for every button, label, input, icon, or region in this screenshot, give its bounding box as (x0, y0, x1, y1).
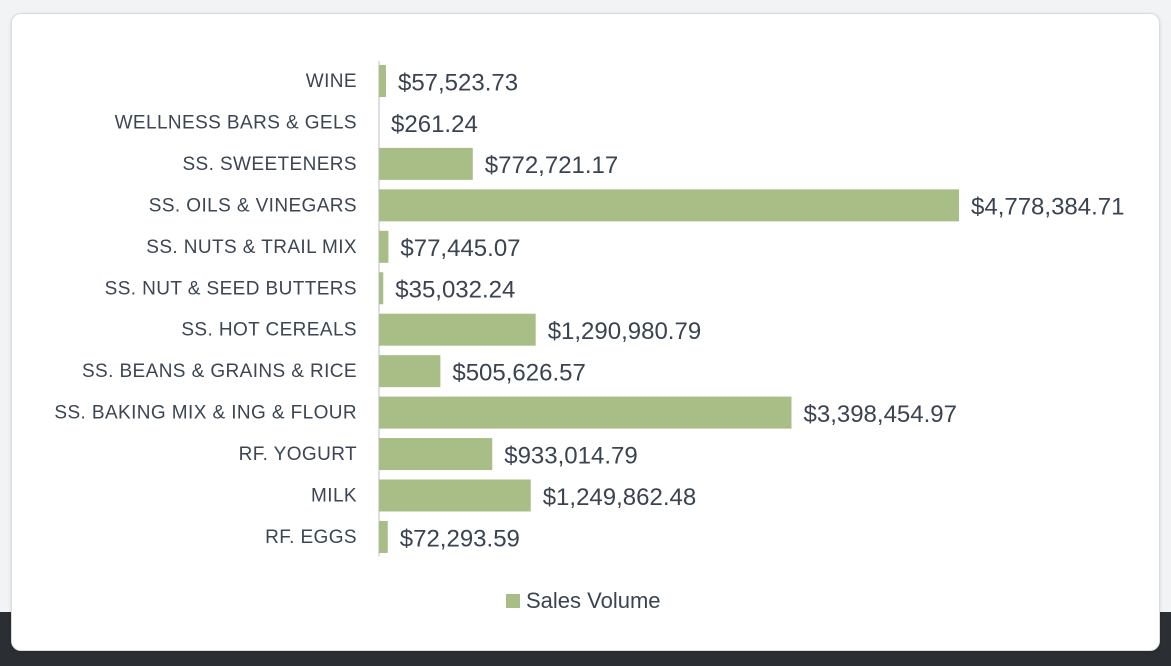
legend-label: Sales Volume (526, 588, 661, 613)
category-label: SS. OILS & VINEGARS (149, 195, 357, 216)
bar[interactable] (379, 189, 959, 222)
value-label: $933,014.79 (504, 442, 637, 469)
value-label: $4,778,384.71 (971, 194, 1124, 221)
chart-card: WINE WELLNESS BARS & GELS SS. SWEETENERS SS… (11, 13, 1160, 651)
bar[interactable] (379, 230, 389, 263)
category-label: RF. EGGS (265, 527, 357, 548)
value-label: $72,293.59 (400, 525, 520, 552)
value-labels: $57,523.73 $261.24 $772,721.17 $4,778,384.7… (391, 69, 1124, 552)
bar[interactable] (379, 479, 531, 512)
value-label: $3,398,454.97 (804, 401, 957, 428)
category-label: SS. SWEETENERS (182, 154, 357, 175)
category-label: SS. NUTS & TRAIL MIX (146, 237, 357, 258)
category-label: WELLNESS BARS & GELS (115, 112, 357, 133)
bar[interactable] (379, 355, 441, 388)
legend-swatch (506, 594, 520, 608)
category-label: SS. BAKING MIX & ING & FLOUR (54, 403, 357, 424)
category-label: MILK (311, 486, 357, 507)
value-label: $505,626.57 (452, 359, 585, 386)
bar[interactable] (379, 272, 384, 305)
category-label: WINE (306, 71, 357, 92)
bar[interactable] (379, 520, 388, 553)
category-label: RF. YOGURT (239, 444, 357, 465)
value-label: $57,523.73 (398, 69, 518, 96)
bar[interactable] (379, 147, 473, 180)
bar[interactable] (379, 65, 386, 97)
value-label: $261.24 (391, 111, 478, 138)
value-label: $1,249,862.48 (543, 484, 696, 511)
value-label: $772,721.17 (485, 152, 618, 179)
bar[interactable] (379, 313, 536, 346)
bar[interactable] (379, 396, 792, 429)
category-label: SS. NUT & SEED BUTTERS (105, 278, 357, 299)
category-label: SS. BEANS & GRAINS & RICE (82, 361, 357, 382)
bar[interactable] (379, 438, 493, 471)
category-label: SS. HOT CEREALS (181, 320, 357, 341)
bar-chart: WINE WELLNESS BARS & GELS SS. SWEETENERS SS… (54, 61, 1124, 613)
value-label: $1,290,980.79 (548, 318, 701, 345)
legend[interactable]: Sales Volume (506, 588, 661, 613)
category-labels: WINE WELLNESS BARS & GELS SS. SWEETENERS SS… (54, 71, 357, 548)
value-label: $77,445.07 (400, 235, 520, 262)
bars (379, 65, 959, 553)
value-label: $35,032.24 (395, 277, 515, 304)
